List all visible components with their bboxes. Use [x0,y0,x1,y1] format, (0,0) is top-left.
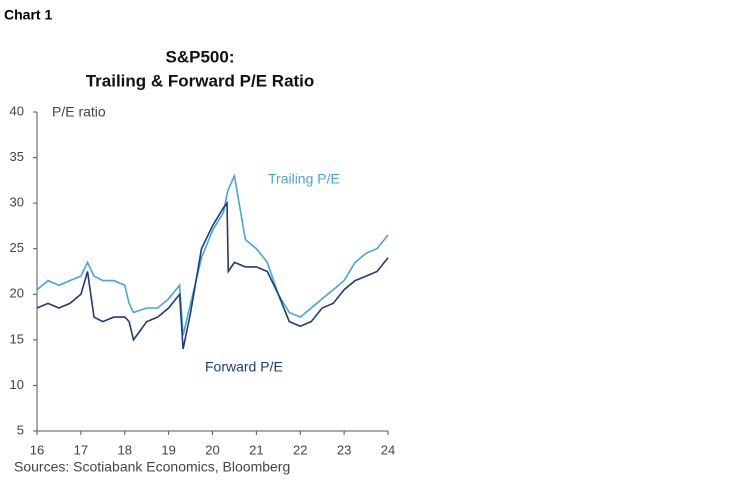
y-tick-label: 40 [10,103,24,118]
series-label: Forward P/E [205,359,283,375]
series-line [36,200,389,350]
series-line [36,173,389,336]
y-axis-label: P/E ratio [52,104,106,120]
y-tick-label: 15 [10,331,24,346]
x-tick-label: 16 [30,442,44,457]
x-tick-label: 18 [118,442,132,457]
x-tick-label: 21 [249,442,263,457]
x-tick-label: 19 [161,442,175,457]
x-tick-label: 20 [205,442,219,457]
source: Sources: Scotiabank Economics, Bloomberg [14,459,290,475]
y-tick-label: 20 [10,286,24,301]
series-label: Trailing P/E [268,171,340,187]
chart-title: S&P500: [166,47,235,66]
y-tick-label: 30 [10,195,24,210]
x-tick-label: 24 [381,442,395,457]
x-tick-label: 23 [337,442,351,457]
y-tick-label: 25 [10,240,24,255]
y-tick-label: 35 [10,149,24,164]
y-tick-label: 5 [17,422,24,437]
y-tick-label: 10 [10,377,24,392]
x-tick-label: 17 [74,442,88,457]
chart-title: Trailing & Forward P/E Ratio [86,71,315,90]
chart-label: Chart 1 [4,7,52,23]
x-tick-label: 22 [293,442,307,457]
